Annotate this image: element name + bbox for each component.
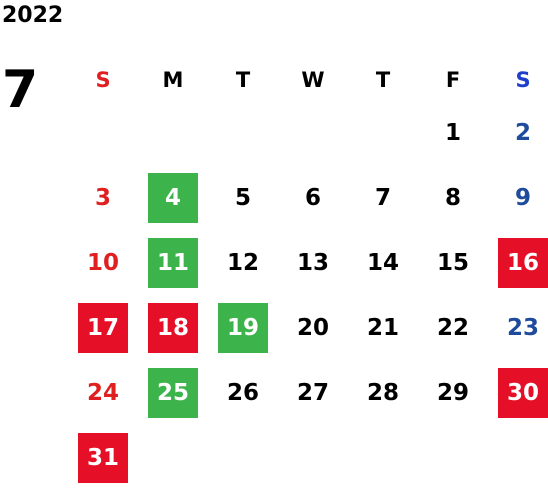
day-number: 17 [78, 302, 128, 353]
weekday-header: T [235, 68, 251, 92]
day-cell: 17 [68, 295, 138, 360]
day-number: 3 [94, 184, 111, 211]
day-number: 20 [296, 314, 329, 341]
weekday-header: S [95, 68, 111, 92]
day-number: 28 [366, 379, 399, 406]
day-number: 9 [514, 184, 531, 211]
day-number: 22 [436, 314, 469, 341]
day-cell: 31 [68, 425, 138, 490]
day-cell: 7 [348, 165, 418, 230]
empty-day-cell [348, 100, 418, 165]
day-cell: 25 [138, 360, 208, 425]
day-cell: 26 [208, 360, 278, 425]
weekday-header: T [375, 68, 391, 92]
day-number: 13 [296, 249, 329, 276]
day-cell: 3 [68, 165, 138, 230]
calendar-month: 7 [2, 60, 39, 120]
day-cell: 12 [208, 230, 278, 295]
day-cell: 20 [278, 295, 348, 360]
day-cell: 24 [68, 360, 138, 425]
day-cell: 29 [418, 360, 488, 425]
day-number: 23 [506, 314, 539, 341]
day-cell: 30 [488, 360, 548, 425]
day-cell: 13 [278, 230, 348, 295]
day-cell: 27 [278, 360, 348, 425]
day-cell: 6 [278, 165, 348, 230]
day-cell: 28 [348, 360, 418, 425]
day-cell: 9 [488, 165, 548, 230]
day-number: 27 [296, 379, 329, 406]
empty-day-cell [138, 100, 208, 165]
day-number: 31 [78, 432, 128, 483]
day-number: 30 [498, 367, 548, 418]
day-number: 15 [436, 249, 469, 276]
day-number: 29 [436, 379, 469, 406]
day-cell: 21 [348, 295, 418, 360]
day-cell: 5 [208, 165, 278, 230]
day-number: 26 [226, 379, 259, 406]
day-number: 24 [86, 379, 119, 406]
day-number: 21 [366, 314, 399, 341]
day-number: 25 [148, 367, 198, 418]
day-number: 2 [514, 119, 531, 146]
day-cell: 22 [418, 295, 488, 360]
day-number: 19 [218, 302, 268, 353]
calendar-grid: S M T W T F S 1 2 3 4 5 6 7 8 9 10 11 12 13 14 15 16 17 18 19 20 21… [68, 60, 548, 490]
day-number: 12 [226, 249, 259, 276]
day-cell: 4 [138, 165, 208, 230]
day-cell: 16 [488, 230, 548, 295]
day-cell: 1 [418, 100, 488, 165]
weekday-header: W [301, 68, 325, 92]
weekday-header: M [162, 68, 184, 92]
calendar-year: 2022 [2, 3, 64, 28]
weekday-header: S [515, 68, 531, 92]
day-number: 4 [148, 172, 198, 223]
day-cell: 8 [418, 165, 488, 230]
day-number: 10 [86, 249, 119, 276]
day-number: 14 [366, 249, 399, 276]
day-number: 16 [498, 237, 548, 288]
day-cell: 18 [138, 295, 208, 360]
day-cell: 2 [488, 100, 548, 165]
empty-day-cell [68, 100, 138, 165]
day-cell: 19 [208, 295, 278, 360]
day-number: 8 [444, 184, 461, 211]
day-cell: 14 [348, 230, 418, 295]
empty-day-cell [278, 100, 348, 165]
day-cell: 10 [68, 230, 138, 295]
day-number: 5 [234, 184, 251, 211]
day-number: 11 [148, 237, 198, 288]
weekday-header: F [445, 68, 461, 92]
day-cell: 23 [488, 295, 548, 360]
day-number: 6 [304, 184, 321, 211]
day-number: 1 [444, 119, 461, 146]
day-number: 18 [148, 302, 198, 353]
day-number: 7 [374, 184, 391, 211]
day-cell: 15 [418, 230, 488, 295]
empty-day-cell [208, 100, 278, 165]
day-cell: 11 [138, 230, 208, 295]
